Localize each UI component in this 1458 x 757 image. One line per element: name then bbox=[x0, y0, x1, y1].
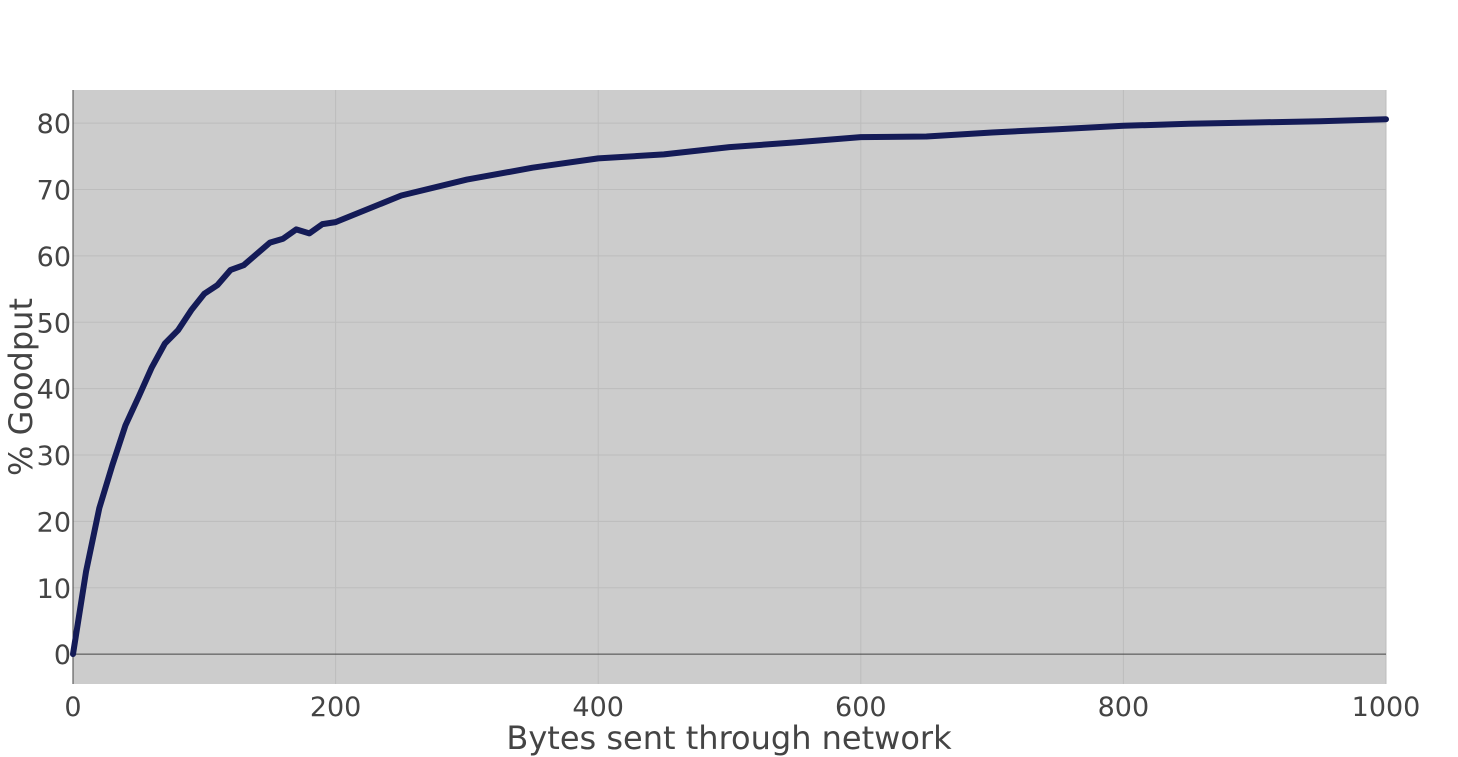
y-axis-title: % Goodput bbox=[2, 298, 40, 476]
plot-area bbox=[73, 90, 1386, 684]
y-tick-labels: 0 10 20 30 40 50 60 70 80 bbox=[37, 109, 71, 671]
goodput-series-line bbox=[70, 116, 1389, 658]
y-tick-label: 50 bbox=[37, 308, 71, 339]
x-tick-label: 600 bbox=[835, 692, 887, 723]
x-tick-label: 200 bbox=[310, 692, 362, 723]
y-tick-label: 30 bbox=[37, 441, 71, 472]
x-axis-title: Bytes sent through network bbox=[506, 719, 952, 757]
y-tick-label: 10 bbox=[37, 574, 71, 605]
y-tick-label: 60 bbox=[37, 242, 71, 273]
x-tick-label: 400 bbox=[572, 692, 624, 723]
x-tick-label: 1000 bbox=[1352, 692, 1421, 723]
x-tick-label: 0 bbox=[64, 692, 81, 723]
x-tick-labels: 0 200 400 600 800 1000 bbox=[64, 692, 1420, 723]
y-tick-label: 80 bbox=[37, 109, 71, 140]
y-tick-label: 40 bbox=[37, 375, 71, 406]
x-tick-label: 800 bbox=[1098, 692, 1150, 723]
y-tick-label: 70 bbox=[37, 176, 71, 207]
y-tick-label: 0 bbox=[54, 640, 71, 671]
y-tick-label: 20 bbox=[37, 507, 71, 538]
